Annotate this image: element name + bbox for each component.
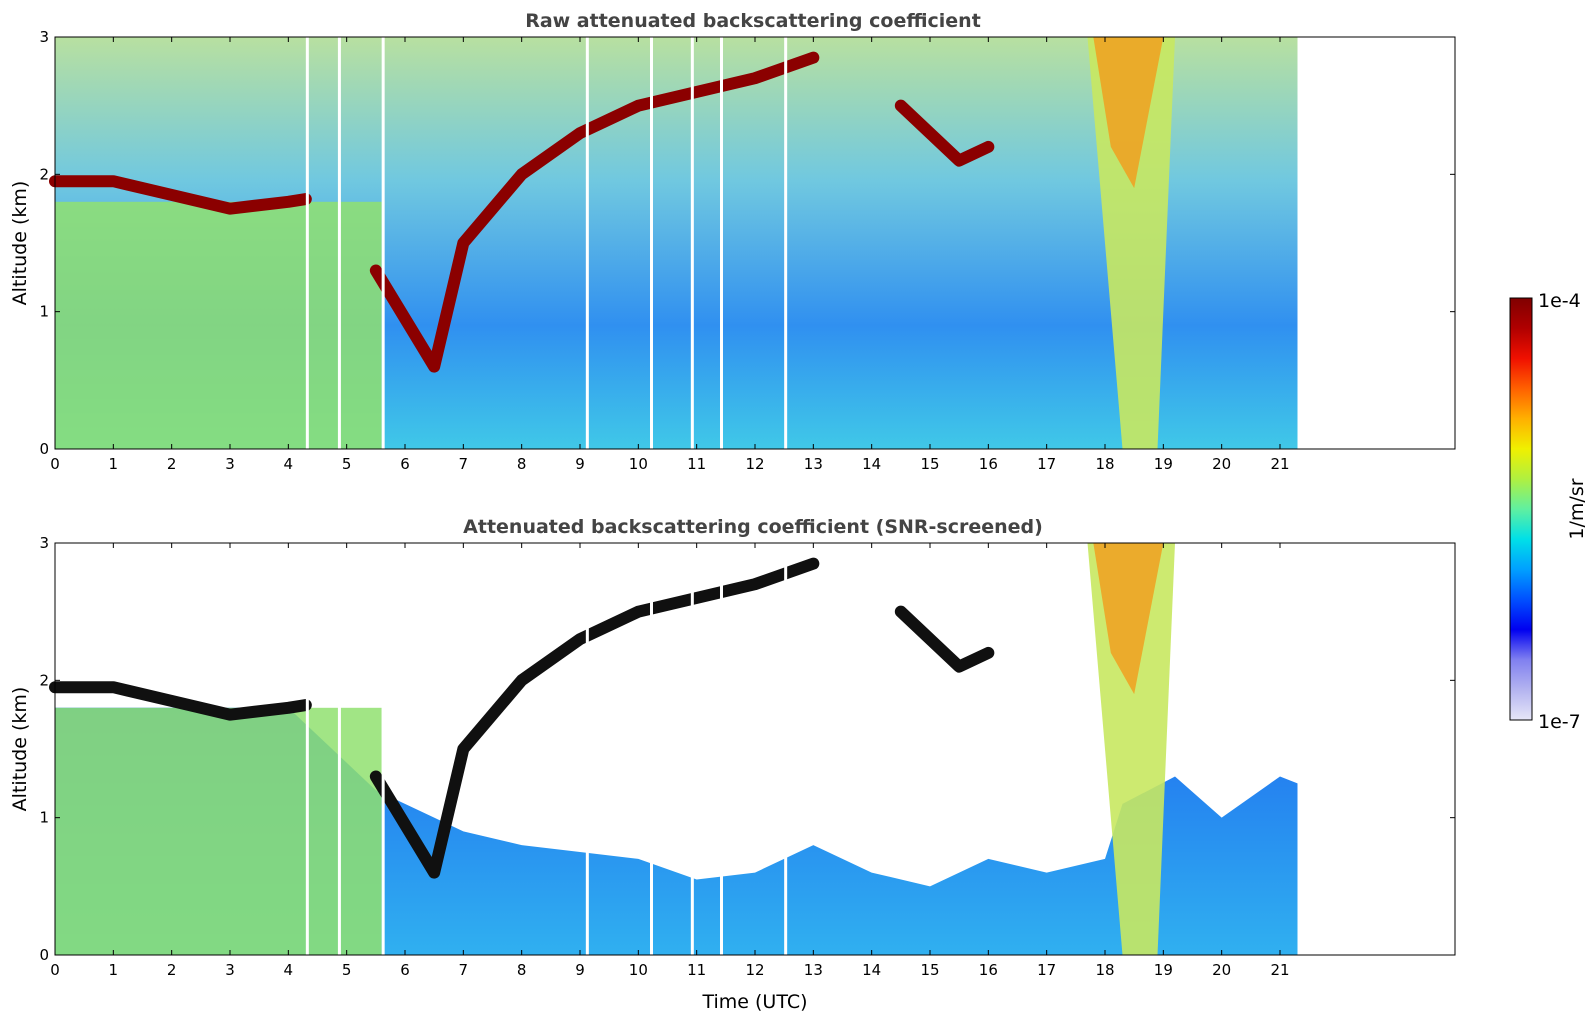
cloud-layer-1 — [49, 175, 312, 215]
x-tick-label: 20 — [1212, 455, 1231, 473]
x-tick-label: 6 — [400, 961, 410, 979]
panel-screened: Attenuated backscattering coefficient (S… — [9, 516, 1456, 1013]
x-tick-label: 13 — [804, 961, 823, 979]
plume-core — [1093, 543, 1164, 695]
raw-plot-area — [49, 37, 1298, 449]
x-tick-label: 10 — [629, 961, 648, 979]
y-tick-label: 2 — [39, 671, 49, 689]
data-gap — [381, 37, 385, 449]
raw-panel-title: Raw attenuated backscattering coefficien… — [525, 10, 981, 32]
y-tick-label: 3 — [39, 534, 49, 552]
data-gap — [337, 543, 341, 955]
cloud-layer-3 — [894, 99, 995, 167]
x-tick-label: 3 — [225, 961, 235, 979]
colorbar-unit-label: 1/m/sr — [1566, 478, 1588, 539]
raw-x-ticks: 0 1 2 3 4 5 6 7 8 9 10 11 12 13 14 15 16 17 18 19 20 21 — [50, 37, 1290, 473]
x-tick-label: 19 — [1154, 455, 1173, 473]
cloud-layer-3 — [894, 605, 995, 673]
data-gap — [381, 543, 385, 955]
x-tick-label: 9 — [575, 961, 585, 979]
raw-y-ticks: 0 1 2 3 — [39, 28, 1455, 458]
y-tick-label: 3 — [39, 28, 49, 46]
screened-plot-area — [49, 543, 1298, 955]
data-gap — [720, 543, 723, 955]
x-tick-label: 21 — [1270, 455, 1289, 473]
x-tick-label: 2 — [167, 455, 177, 473]
x-tick-label: 21 — [1270, 961, 1289, 979]
data-gap — [720, 37, 723, 449]
x-tick-label: 8 — [517, 455, 527, 473]
data-gap — [305, 543, 309, 955]
x-axis-label: Time (UTC) — [701, 991, 807, 1013]
x-tick-label: 9 — [575, 455, 585, 473]
data-gap — [784, 37, 788, 449]
y-tick-label: 1 — [39, 809, 49, 827]
raw-y-axis-label: Altitude (km) — [9, 181, 31, 306]
x-tick-label: 7 — [459, 455, 469, 473]
x-tick-label: 16 — [979, 455, 998, 473]
x-tick-label: 11 — [687, 961, 706, 979]
x-tick-label: 1 — [109, 455, 119, 473]
cloud-layer-2 — [369, 51, 820, 373]
y-tick-label: 2 — [39, 165, 49, 183]
cloud-layer-2 — [369, 557, 820, 879]
x-tick-label: 4 — [284, 961, 294, 979]
cloud-layer-1 — [49, 681, 312, 721]
screened-y-axis-label: Altitude (km) — [9, 687, 31, 812]
y-tick-label: 0 — [39, 946, 49, 964]
data-gap — [690, 37, 694, 449]
y-tick-label: 0 — [39, 440, 49, 458]
x-tick-label: 6 — [400, 455, 410, 473]
data-gap — [650, 37, 653, 449]
x-tick-label: 18 — [1095, 455, 1114, 473]
aerosol-layer — [55, 707, 382, 955]
x-tick-label: 15 — [920, 455, 939, 473]
x-tick-label: 14 — [862, 455, 881, 473]
x-tick-label: 1 — [109, 961, 119, 979]
x-tick-label: 5 — [342, 961, 352, 979]
x-tick-label: 2 — [167, 961, 177, 979]
x-tick-label: 19 — [1154, 961, 1173, 979]
x-tick-label: 11 — [687, 455, 706, 473]
data-gap — [650, 543, 653, 955]
x-tick-label: 15 — [920, 961, 939, 979]
panel-raw: Raw attenuated backscattering coefficien… — [9, 10, 1456, 473]
aerosol-layer — [55, 201, 382, 449]
x-tick-label: 5 — [342, 455, 352, 473]
x-tick-label: 18 — [1095, 961, 1114, 979]
x-tick-label: 16 — [979, 961, 998, 979]
y-tick-label: 1 — [39, 303, 49, 321]
data-gap — [784, 543, 788, 955]
x-tick-label: 13 — [804, 455, 823, 473]
data-gap — [585, 37, 589, 449]
x-tick-label: 17 — [1037, 455, 1056, 473]
x-tick-label: 20 — [1212, 961, 1231, 979]
x-tick-label: 4 — [284, 455, 294, 473]
x-tick-label: 7 — [459, 961, 469, 979]
x-tick-label: 3 — [225, 455, 235, 473]
x-tick-label: 0 — [50, 961, 60, 979]
data-gap — [585, 543, 589, 955]
plume — [1087, 37, 1175, 449]
screened-y-ticks: 0 1 2 3 — [39, 534, 1455, 964]
plume — [1087, 543, 1175, 955]
x-tick-label: 0 — [50, 455, 60, 473]
screened-panel-title: Attenuated backscattering coefficient (S… — [463, 516, 1043, 538]
x-tick-label: 10 — [629, 455, 648, 473]
x-tick-label: 12 — [745, 961, 764, 979]
colorbar-max-label: 1e-4 — [1538, 290, 1581, 312]
colorbar-min-label: 1e-7 — [1538, 711, 1581, 733]
data-gap — [690, 543, 694, 955]
x-tick-label: 17 — [1037, 961, 1056, 979]
data-gap — [305, 37, 309, 449]
colorbar-gradient — [1509, 297, 1533, 721]
x-tick-label: 14 — [862, 961, 881, 979]
colorbar: 1e-4 1e-7 1/m/sr — [1509, 290, 1588, 733]
data-gap — [337, 37, 341, 449]
x-tick-label: 8 — [517, 961, 527, 979]
plume-core — [1093, 37, 1164, 189]
x-tick-label: 12 — [745, 455, 764, 473]
screened-x-ticks: 0 1 2 3 4 5 6 7 8 9 10 11 12 13 14 15 16 17 18 19 20 21 — [50, 543, 1290, 979]
